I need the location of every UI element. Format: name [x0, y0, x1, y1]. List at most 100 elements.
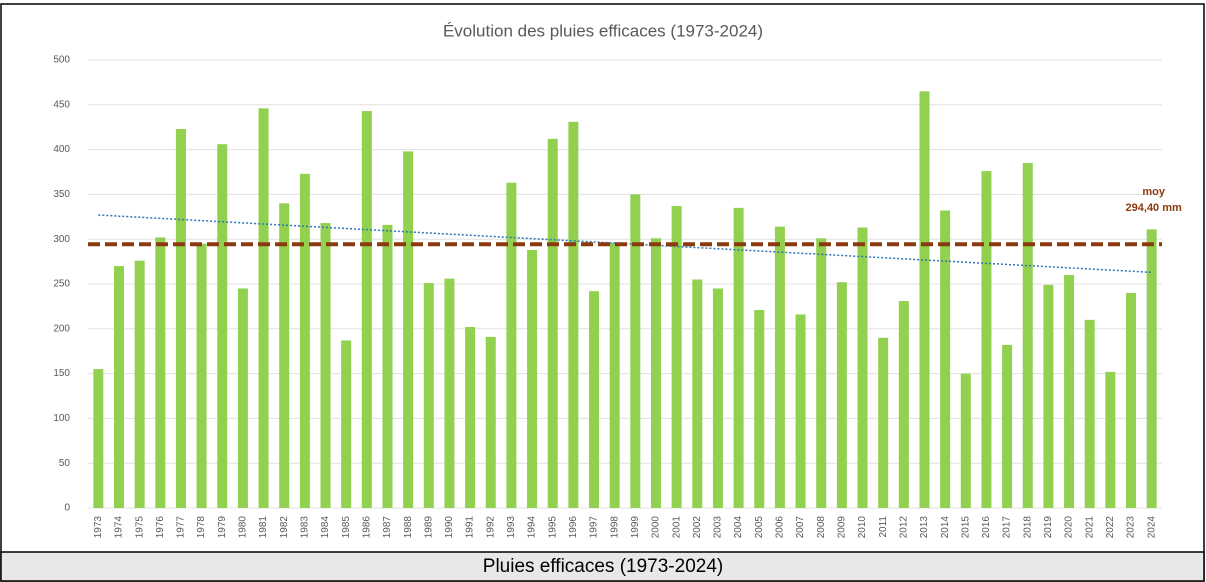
x-tick-label: 2007: [795, 516, 806, 539]
bar: [857, 227, 868, 508]
x-tick-label: 2018: [1022, 516, 1033, 539]
bar: [754, 309, 765, 508]
bar: [1105, 371, 1116, 508]
bar: [341, 340, 352, 508]
bar: [1146, 229, 1157, 508]
x-tick-label: 1995: [547, 516, 558, 539]
bar: [1002, 344, 1013, 508]
y-tick-label: 350: [53, 189, 70, 200]
bar: [589, 291, 600, 508]
bar: [403, 151, 414, 508]
x-tick-label: 2008: [816, 516, 827, 539]
bar: [134, 260, 145, 508]
bar: [299, 173, 310, 509]
x-tick-label: 1985: [341, 516, 352, 539]
x-tick-label: 1981: [258, 516, 269, 539]
bar: [568, 121, 579, 508]
y-tick-label: 300: [53, 234, 70, 245]
x-tick-label: 1986: [361, 516, 372, 539]
bar: [506, 182, 517, 508]
bar: [692, 279, 703, 508]
x-tick-label: 2013: [919, 516, 930, 539]
x-tick-label: 2002: [692, 516, 703, 539]
x-tick-label: 1993: [506, 516, 517, 539]
bar: [485, 336, 496, 508]
bar: [671, 206, 682, 508]
x-tick-label: 1977: [176, 516, 187, 539]
x-tick-label: 2020: [1064, 516, 1075, 539]
x-tick-label: 1975: [134, 516, 145, 539]
bar: [237, 288, 248, 508]
bar: [609, 242, 620, 508]
mean-label: 294,40 mm: [1126, 202, 1182, 214]
x-tick-label: 2004: [733, 516, 744, 539]
bar: [650, 238, 661, 508]
bar: [1126, 292, 1137, 508]
caption: Pluies efficaces (1973-2024): [483, 556, 723, 577]
x-tick-label: 2019: [1043, 516, 1054, 539]
x-tick-label: 1997: [589, 516, 600, 539]
bar: [361, 111, 372, 509]
bar: [93, 369, 104, 508]
x-tick-label: 1999: [630, 516, 641, 539]
bar: [217, 144, 228, 508]
y-tick-label: 200: [53, 323, 70, 334]
bar: [155, 237, 166, 508]
x-tick-label: 2015: [960, 516, 971, 539]
y-tick-label: 150: [53, 368, 70, 379]
x-tick-label: 1978: [196, 516, 207, 539]
bar: [878, 337, 889, 508]
bar: [196, 243, 207, 508]
bar: [1022, 163, 1033, 509]
x-tick-label: 1973: [93, 516, 104, 539]
x-tick-label: 1987: [382, 516, 393, 539]
y-tick-label: 250: [53, 279, 70, 290]
x-tick-label: 1991: [465, 516, 476, 539]
x-tick-label: 1988: [403, 516, 414, 539]
x-tick-label: 1994: [527, 516, 538, 539]
bar: [465, 327, 476, 508]
bar: [423, 283, 434, 508]
x-tick-label: 1979: [217, 516, 228, 539]
bar: [960, 373, 971, 508]
bar: [981, 171, 992, 508]
x-tick-label: 2021: [1084, 516, 1095, 539]
bar: [279, 203, 290, 509]
bar: [795, 314, 806, 508]
caption-band: [0, 551, 1205, 582]
x-tick-label: 2024: [1146, 516, 1157, 539]
x-tick-label: 1983: [300, 516, 311, 539]
bar: [836, 282, 847, 508]
bar: [630, 194, 641, 508]
bar: [547, 138, 558, 508]
x-tick-label: 1982: [279, 516, 290, 539]
bar: [527, 249, 538, 508]
x-tick-label: 2017: [1002, 516, 1013, 539]
y-tick-label: 500: [53, 55, 70, 66]
x-tick-label: 2000: [651, 516, 662, 539]
bar: [733, 207, 744, 508]
bar: [712, 288, 723, 508]
bar: [258, 108, 269, 508]
x-tick-label: 1992: [485, 516, 496, 539]
x-tick-label: 2012: [898, 516, 909, 539]
x-tick-label: 1989: [423, 516, 434, 539]
bar: [774, 226, 785, 508]
bar: [1064, 275, 1075, 508]
x-tick-label: 2014: [940, 516, 951, 539]
bar: [175, 128, 186, 508]
x-tick-label: 2001: [671, 516, 682, 539]
mean-name: moy: [1142, 186, 1166, 198]
bar: [1043, 284, 1054, 508]
bar: [1084, 319, 1095, 508]
x-tick-label: 1998: [609, 516, 620, 539]
chart-title: Évolution des pluies efficaces (1973-202…: [443, 21, 763, 40]
bar: [320, 223, 331, 508]
x-tick-label: 2006: [775, 516, 786, 539]
y-tick-label: 450: [53, 99, 70, 110]
bar: [940, 210, 951, 508]
x-tick-label: 2005: [754, 516, 765, 539]
y-tick-label: 0: [64, 503, 70, 514]
